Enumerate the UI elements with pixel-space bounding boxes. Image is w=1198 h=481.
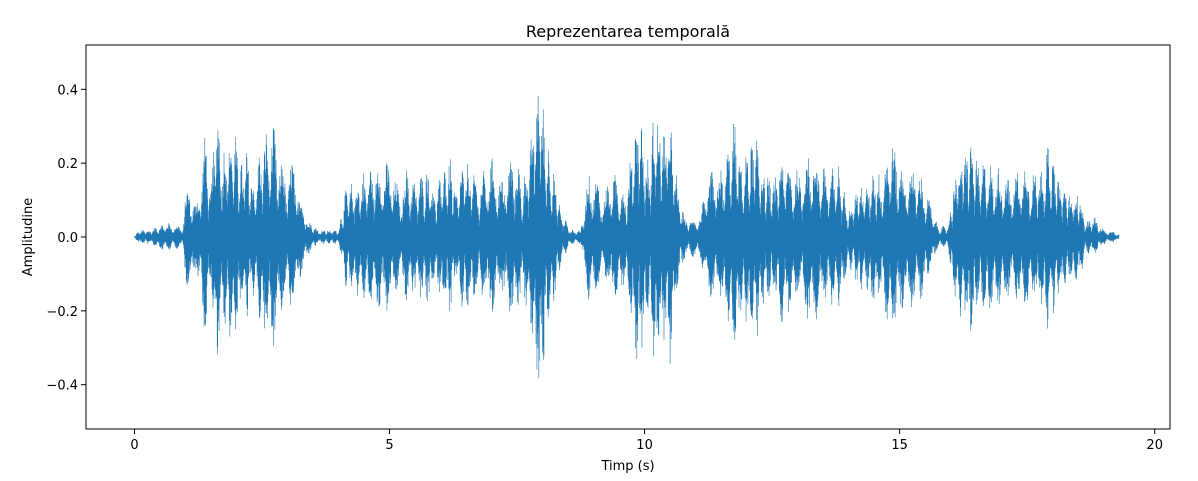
y-axis-label: Amplitudine [21, 198, 36, 276]
y-tick-label: −0.2 [46, 305, 78, 320]
x-tick-label: 20 [1146, 438, 1163, 453]
x-tick-label: 5 [385, 438, 393, 453]
x-tick-label: 0 [130, 438, 138, 453]
x-axis-label: Timp (s) [600, 459, 654, 474]
chart-title: Reprezentarea temporală [526, 22, 730, 41]
y-tick-label: 0.0 [57, 231, 78, 246]
x-tick-label: 15 [891, 438, 908, 453]
x-axis: 0 5 10 15 20 [130, 429, 1163, 453]
y-axis: −0.4 −0.2 0.0 0.2 0.4 [46, 83, 86, 394]
y-tick-label: −0.4 [46, 379, 78, 394]
y-tick-label: 0.4 [57, 83, 78, 98]
y-tick-label: 0.2 [57, 157, 78, 172]
plot-area [85, 44, 1171, 430]
x-tick-label: 10 [636, 438, 653, 453]
waveform-series [134, 96, 1120, 379]
